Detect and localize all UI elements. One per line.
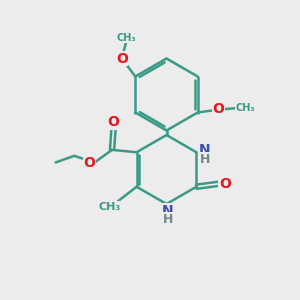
Text: O: O bbox=[83, 156, 95, 170]
Text: CH₃: CH₃ bbox=[236, 103, 255, 113]
Text: N: N bbox=[199, 143, 211, 157]
Text: H: H bbox=[163, 213, 173, 226]
Text: H: H bbox=[200, 153, 210, 166]
Text: CH₃: CH₃ bbox=[98, 202, 121, 212]
Text: O: O bbox=[116, 52, 128, 65]
Text: O: O bbox=[219, 177, 231, 191]
Text: CH₃: CH₃ bbox=[116, 32, 136, 43]
Text: N: N bbox=[162, 204, 174, 218]
Text: O: O bbox=[108, 115, 119, 129]
Text: O: O bbox=[213, 102, 225, 116]
